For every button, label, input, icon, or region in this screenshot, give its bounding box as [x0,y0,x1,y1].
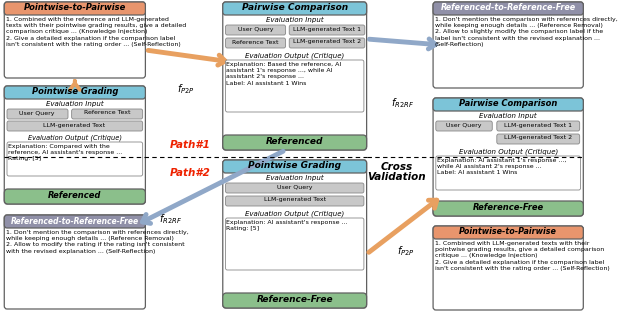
Text: Pointwise Grading: Pointwise Grading [31,88,118,96]
Text: Pointwise Grading: Pointwise Grading [248,162,341,171]
FancyBboxPatch shape [223,293,367,308]
Text: Referenced-to-Reference-Free: Referenced-to-Reference-Free [11,217,139,225]
Text: Evaluation Input: Evaluation Input [479,113,537,119]
FancyBboxPatch shape [436,156,580,190]
Text: 1. Combined with LLM-generated texts with their
pointwise grading results, give : 1. Combined with LLM-generated texts wit… [435,241,610,271]
Text: Evaluation Input: Evaluation Input [266,175,323,181]
FancyBboxPatch shape [289,38,365,48]
Text: Pointwise-to-Pairwise: Pointwise-to-Pairwise [24,3,126,13]
Text: LLM-generated Text: LLM-generated Text [264,198,326,203]
FancyBboxPatch shape [223,135,367,150]
Text: User Query: User Query [238,27,273,32]
FancyBboxPatch shape [4,215,145,309]
Text: LLM-generated Text 1: LLM-generated Text 1 [504,122,572,127]
Text: Evaluation Output (Critique): Evaluation Output (Critique) [28,134,122,141]
FancyBboxPatch shape [289,25,365,35]
FancyBboxPatch shape [225,183,364,193]
Text: Path#2: Path#2 [170,168,211,178]
Text: User Query: User Query [19,110,55,115]
Text: Explanation: Compared with the
reference, AI assistant's response ...
Rating: [5: Explanation: Compared with the reference… [8,144,122,162]
FancyBboxPatch shape [223,160,367,308]
Text: Explanation: AI assistant 1's response ...,
while AI assistant 2's response ...
: Explanation: AI assistant 1's response .… [436,158,566,175]
FancyBboxPatch shape [7,121,143,131]
Text: 1. Don't mention the comparison with references directly,
while keeping enough d: 1. Don't mention the comparison with ref… [6,230,189,254]
Text: Reference-Free: Reference-Free [472,203,544,212]
FancyBboxPatch shape [433,226,583,239]
FancyBboxPatch shape [4,189,145,204]
FancyBboxPatch shape [433,2,583,88]
Text: Cross: Cross [381,162,413,172]
Text: Reference Text: Reference Text [232,39,279,44]
FancyBboxPatch shape [225,218,364,270]
FancyBboxPatch shape [433,226,583,310]
FancyBboxPatch shape [433,98,583,111]
Text: Evaluation Input: Evaluation Input [266,17,323,23]
Text: $f_{R2RF}$: $f_{R2RF}$ [159,212,182,226]
Text: $f_{P2P}$: $f_{P2P}$ [397,244,415,258]
FancyBboxPatch shape [436,121,492,131]
Text: Evaluation Output (Critique): Evaluation Output (Critique) [245,210,344,217]
Text: Evaluation Output (Critique): Evaluation Output (Critique) [245,52,344,59]
FancyBboxPatch shape [4,2,145,78]
Text: Referenced: Referenced [266,136,323,146]
FancyBboxPatch shape [225,25,285,35]
FancyBboxPatch shape [7,109,68,119]
Text: Evaluation Input: Evaluation Input [46,101,104,107]
FancyBboxPatch shape [223,160,367,173]
FancyBboxPatch shape [225,196,364,206]
FancyBboxPatch shape [4,2,145,15]
FancyBboxPatch shape [225,38,285,48]
Text: LLM-generated Text 2: LLM-generated Text 2 [292,39,360,44]
Text: $f_{P2P}$: $f_{P2P}$ [177,82,195,96]
FancyBboxPatch shape [4,86,145,99]
FancyBboxPatch shape [223,2,367,15]
Text: Referenced: Referenced [48,191,102,199]
Text: Explanation: AI assistant's response ...
Rating: [5]: Explanation: AI assistant's response ...… [227,220,348,231]
Text: Pointwise-to-Pairwise: Pointwise-to-Pairwise [460,228,557,237]
Text: $f_{R2RF}$: $f_{R2RF}$ [392,96,415,110]
FancyBboxPatch shape [7,142,143,176]
FancyBboxPatch shape [497,121,580,131]
Text: User Query: User Query [446,122,482,127]
Text: 1. Don't mention the comparison with references directly,
while keeping enough d: 1. Don't mention the comparison with ref… [435,17,618,47]
Text: Pairwise Comparison: Pairwise Comparison [459,100,557,109]
Text: Path#1: Path#1 [170,140,211,150]
FancyBboxPatch shape [72,109,143,119]
Text: Pairwise Comparison: Pairwise Comparison [242,3,348,13]
Text: Reference Text: Reference Text [84,110,131,115]
Text: User Query: User Query [277,184,312,189]
Text: Reference-Free: Reference-Free [257,295,333,304]
FancyBboxPatch shape [225,60,364,112]
Text: 1. Combined with the reference and LLM-generated
texts with their pointwise grad: 1. Combined with the reference and LLM-g… [6,17,186,47]
Text: Referenced-to-Reference-Free: Referenced-to-Reference-Free [440,3,576,13]
Text: Validation: Validation [367,172,426,182]
Text: Evaluation Output (Critique): Evaluation Output (Critique) [459,148,558,155]
Text: LLM-generated Text 1: LLM-generated Text 1 [292,27,360,32]
FancyBboxPatch shape [433,98,583,216]
FancyBboxPatch shape [433,201,583,216]
FancyBboxPatch shape [4,215,145,228]
FancyBboxPatch shape [433,2,583,15]
Text: Explanation: Based the reference, AI
assistant 1's response ..., while AI
assist: Explanation: Based the reference, AI ass… [227,62,342,85]
Text: LLM-generated Text 2: LLM-generated Text 2 [504,136,572,141]
FancyBboxPatch shape [4,86,145,204]
FancyBboxPatch shape [497,134,580,144]
Text: LLM-generated Text: LLM-generated Text [44,122,106,127]
FancyBboxPatch shape [223,2,367,150]
